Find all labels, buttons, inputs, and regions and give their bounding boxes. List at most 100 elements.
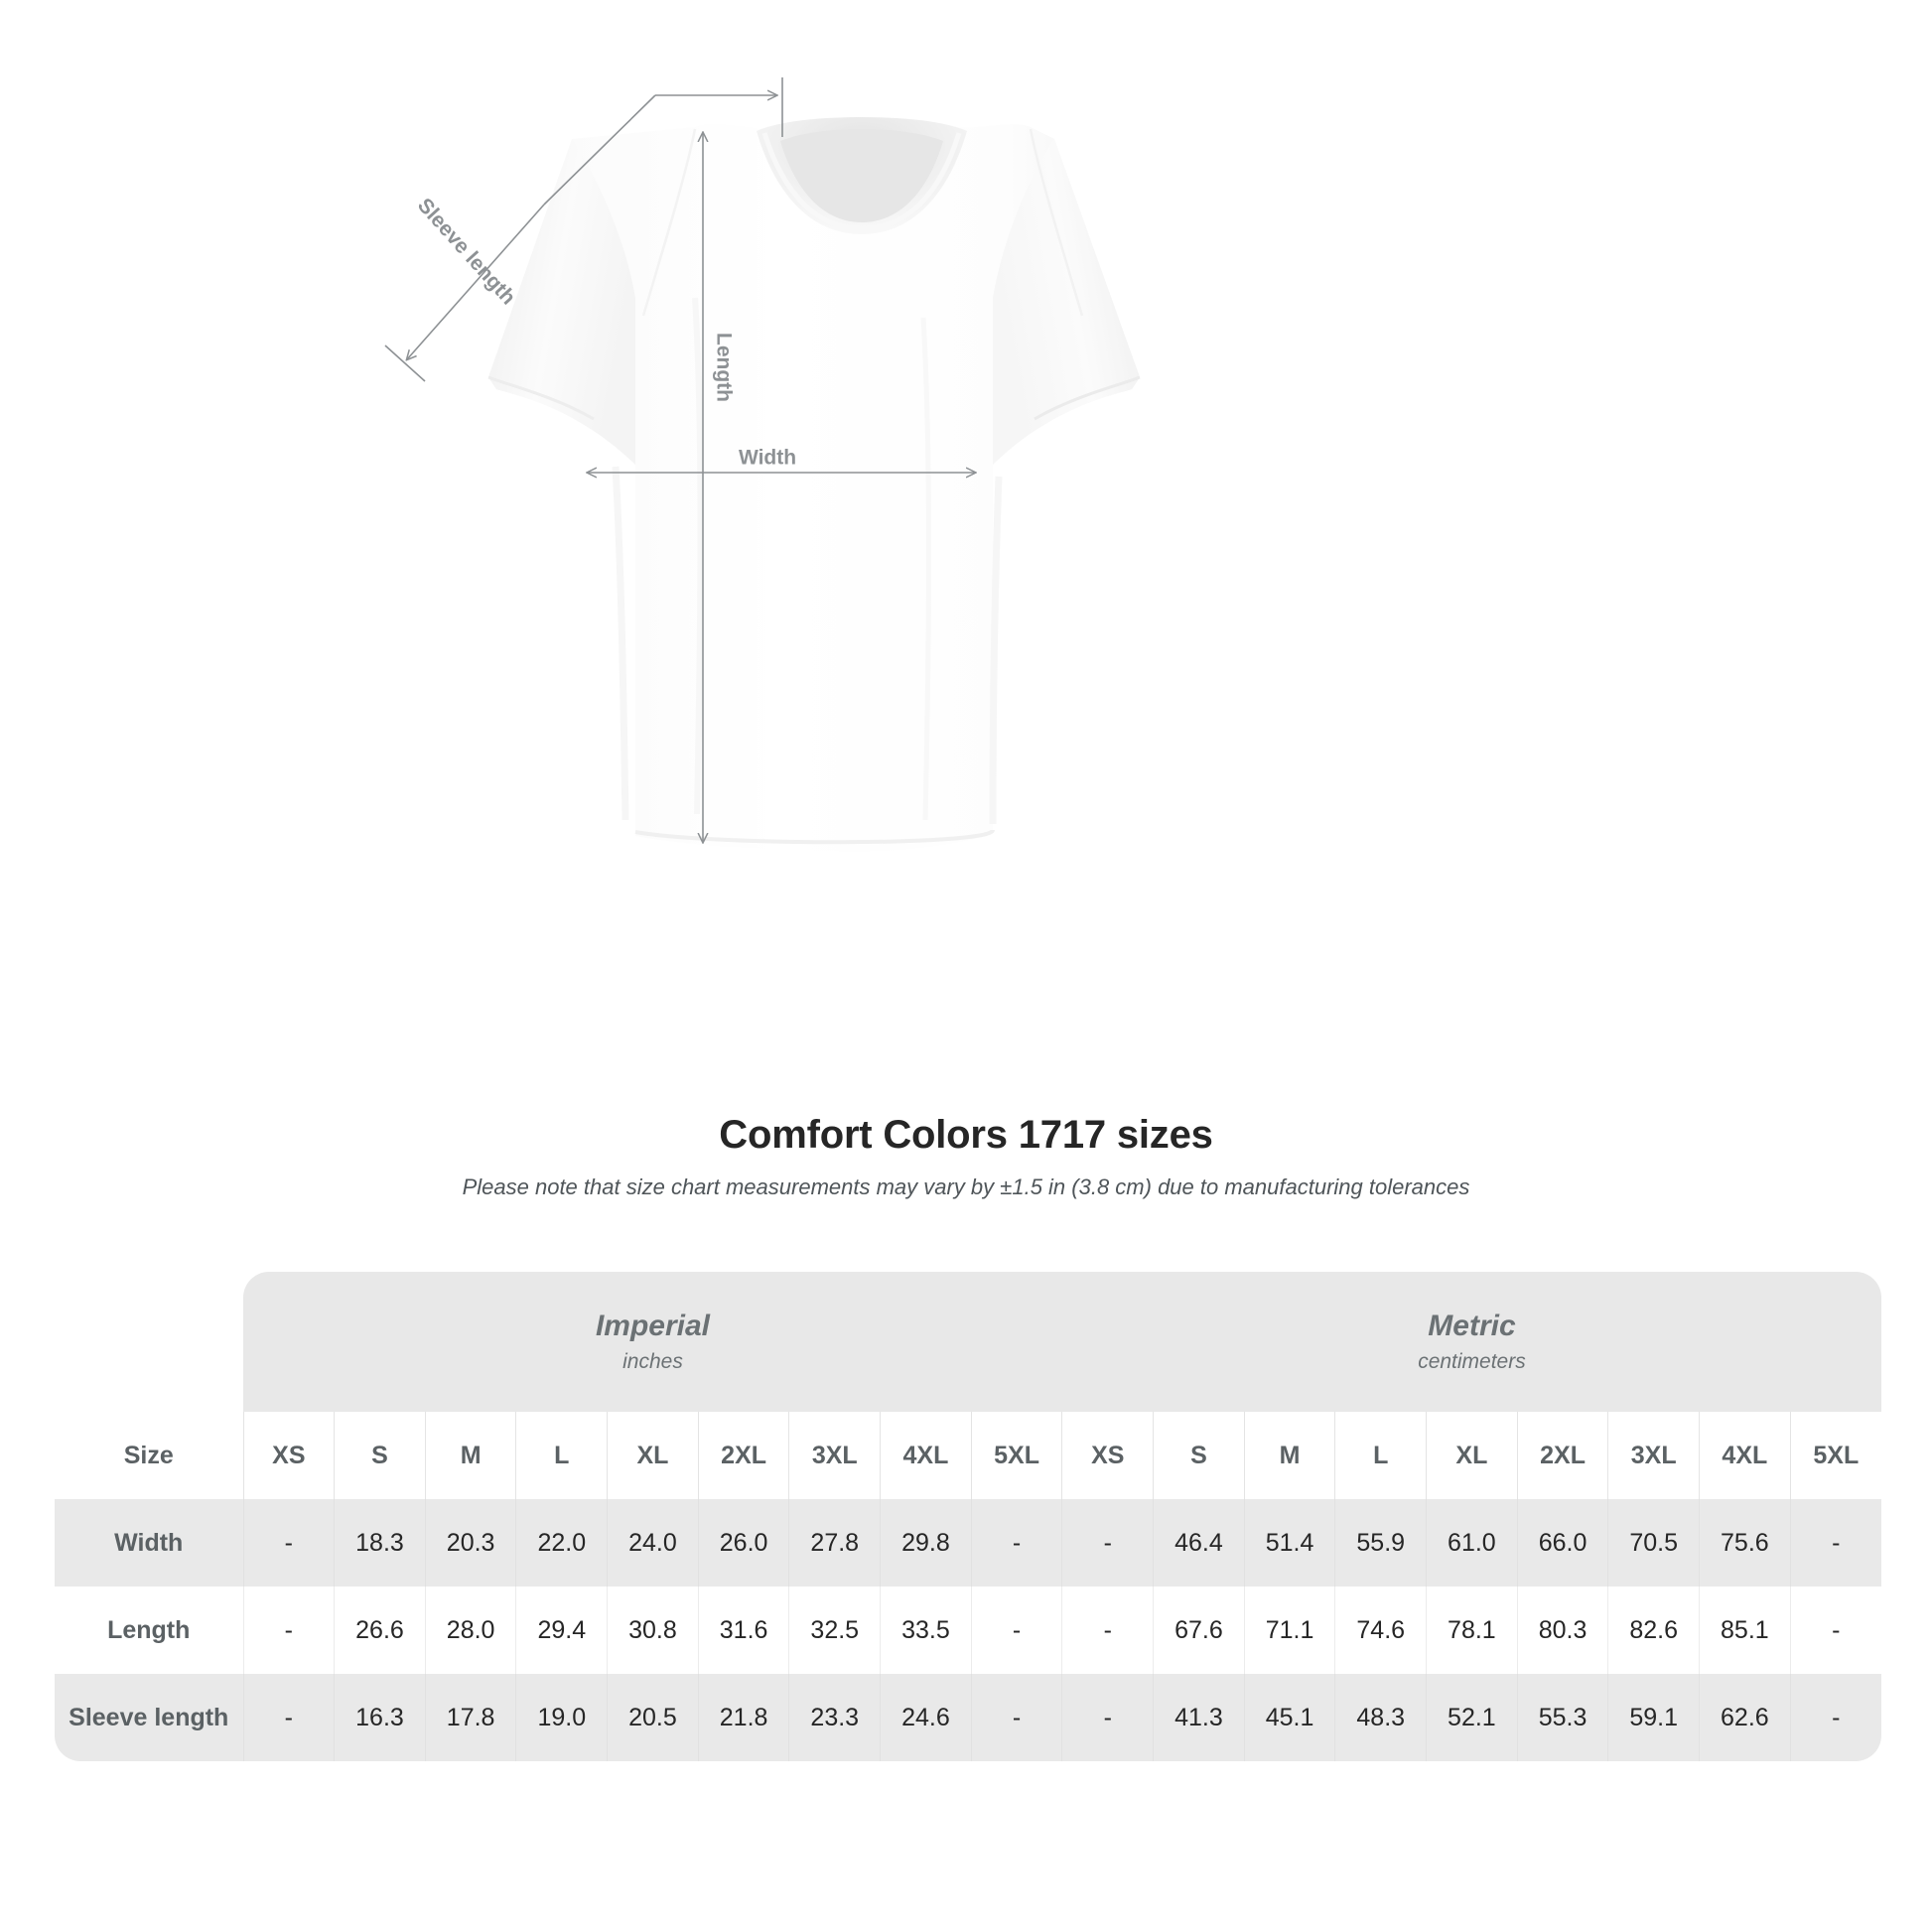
measurement-annotations: [384, 77, 975, 842]
cell-sleeve-length-imperial-5xl: -: [970, 1674, 1062, 1761]
cell-width-imperial-s: 18.3: [334, 1499, 426, 1587]
cell-width-imperial-xl: 24.0: [607, 1499, 699, 1587]
unit-name: Imperial: [595, 1310, 710, 1343]
size-column-header-l: L: [1334, 1412, 1427, 1499]
cell-sleeve-length-imperial-4xl: 24.6: [880, 1674, 972, 1761]
size-column-header-xs: XS: [1061, 1412, 1154, 1499]
cell-width-imperial-m: 20.3: [424, 1499, 516, 1587]
length-label: Length: [712, 333, 735, 402]
cell-width-imperial-l: 22.0: [515, 1499, 608, 1587]
cell-sleeve-length-imperial-2xl: 21.8: [697, 1674, 789, 1761]
cell-width-imperial-4xl: 29.8: [880, 1499, 972, 1587]
cell-sleeve-length-imperial-3xl: 23.3: [788, 1674, 881, 1761]
table-row: Sleeve length -16.3 17.8 19.0 20.5 21.8 23.3 24…: [55, 1674, 1881, 1761]
unit-name: Metric: [1428, 1310, 1516, 1343]
size-column-header-2xl: 2XL: [697, 1412, 789, 1499]
sleeve-length-annotation: [384, 77, 783, 382]
cell-sleeve-length-metric-s: 41.3: [1153, 1674, 1245, 1761]
cell-width-metric-l: 55.9: [1334, 1499, 1427, 1587]
row-header-width: Width: [55, 1499, 243, 1587]
size-column-header-5xl: 5XL: [1789, 1412, 1881, 1499]
cell-sleeve-length-metric-xl: 52.1: [1426, 1674, 1518, 1761]
cell-length-metric-xl: 78.1: [1426, 1587, 1518, 1674]
column-header-size: Size: [55, 1412, 243, 1499]
cell-length-metric-3xl: 82.6: [1607, 1587, 1700, 1674]
unit-band-spacer: [55, 1272, 243, 1412]
size-column-header-l: L: [515, 1412, 608, 1499]
cell-length-imperial-3xl: 32.5: [788, 1587, 881, 1674]
cell-length-imperial-xs: -: [242, 1587, 335, 1674]
size-column-header-s: S: [334, 1412, 426, 1499]
cell-length-metric-2xl: 80.3: [1516, 1587, 1608, 1674]
page-title: Comfort Colors 1717 sizes: [719, 1113, 1213, 1157]
tshirt-illustration: Sleeve length Length Width: [384, 77, 1141, 852]
cell-width-imperial-xs: -: [242, 1499, 335, 1587]
cell-sleeve-length-metric-l: 48.3: [1334, 1674, 1427, 1761]
size-column-header-xs: XS: [242, 1412, 335, 1499]
unit-header-metric: Metric centimeters: [1061, 1272, 1881, 1412]
size-column-header-m: M: [424, 1412, 516, 1499]
cell-width-metric-4xl: 75.6: [1699, 1499, 1791, 1587]
cell-length-metric-l: 74.6: [1334, 1587, 1427, 1674]
cell-length-imperial-2xl: 31.6: [697, 1587, 789, 1674]
unit-subtitle: centimeters: [1418, 1349, 1526, 1373]
cell-length-metric-m: 71.1: [1243, 1587, 1335, 1674]
row-header-sleeve-length: Sleeve length: [55, 1674, 243, 1761]
size-column-header-4xl: 4XL: [880, 1412, 972, 1499]
size-chart-table: Imperial inches Metric centimeters Size XS S M L…: [55, 1272, 1881, 1761]
width-label: Width: [739, 447, 796, 470]
cell-sleeve-length-imperial-s: 16.3: [334, 1674, 426, 1761]
cell-sleeve-length-metric-5xl: -: [1789, 1674, 1881, 1761]
table-row: Length -26.6 28.0 29.4 30.8 31.6 32.5 33.5- -67.…: [55, 1587, 1881, 1674]
size-column-header-m: M: [1243, 1412, 1335, 1499]
title-block: Comfort Colors 1717 sizes Please note th…: [0, 1110, 1932, 1202]
cell-length-imperial-m: 28.0: [424, 1587, 516, 1674]
cell-sleeve-length-metric-4xl: 62.6: [1699, 1674, 1791, 1761]
size-column-header-4xl: 4XL: [1699, 1412, 1791, 1499]
tshirt-graphic: [487, 117, 1141, 852]
size-column-header-3xl: 3XL: [788, 1412, 881, 1499]
cell-width-imperial-3xl: 27.8: [788, 1499, 881, 1587]
size-column-header-5xl: 5XL: [970, 1412, 1062, 1499]
row-header-length: Length: [55, 1587, 243, 1674]
cell-width-imperial-5xl: -: [970, 1499, 1062, 1587]
tolerance-note: Please note that size chart measurements…: [462, 1174, 1470, 1199]
cell-length-metric-4xl: 85.1: [1699, 1587, 1791, 1674]
size-chart-table-wrapper: Imperial inches Metric centimeters Size XS S M L…: [55, 1272, 1881, 1761]
cell-sleeve-length-metric-3xl: 59.1: [1607, 1674, 1700, 1761]
cell-length-imperial-l: 29.4: [515, 1587, 608, 1674]
cell-length-metric-xs: -: [1061, 1587, 1154, 1674]
cell-sleeve-length-metric-m: 45.1: [1243, 1674, 1335, 1761]
cell-width-metric-m: 51.4: [1243, 1499, 1335, 1587]
size-header-row: Size XS S M L XL 2XL 3XL 4XL 5XL XS S M L XL 2XL 3XL 4XL 5…: [55, 1412, 1881, 1499]
size-column-header-s: S: [1153, 1412, 1245, 1499]
cell-length-imperial-xl: 30.8: [607, 1587, 699, 1674]
size-column-header-3xl: 3XL: [1607, 1412, 1700, 1499]
cell-length-metric-5xl: -: [1789, 1587, 1881, 1674]
cell-width-metric-xs: -: [1061, 1499, 1154, 1587]
size-column-header-xl: XL: [607, 1412, 699, 1499]
cell-width-metric-xl: 61.0: [1426, 1499, 1518, 1587]
unit-subtitle: inches: [622, 1349, 683, 1373]
cell-sleeve-length-imperial-xs: -: [242, 1674, 335, 1761]
cell-width-imperial-2xl: 26.0: [697, 1499, 789, 1587]
cell-width-metric-5xl: -: [1789, 1499, 1881, 1587]
cell-length-imperial-4xl: 33.5: [880, 1587, 972, 1674]
cell-width-metric-s: 46.4: [1153, 1499, 1245, 1587]
cell-sleeve-length-imperial-xl: 20.5: [607, 1674, 699, 1761]
cell-sleeve-length-metric-xs: -: [1061, 1674, 1154, 1761]
cell-length-metric-s: 67.6: [1153, 1587, 1245, 1674]
cell-length-imperial-s: 26.6: [334, 1587, 426, 1674]
cell-width-metric-2xl: 66.0: [1516, 1499, 1608, 1587]
size-column-header-xl: XL: [1426, 1412, 1518, 1499]
unit-band-row: Imperial inches Metric centimeters: [55, 1272, 1881, 1412]
table-row: Width -18.3 20.3 22.0 24.0 26.0 27.8 29.8- -46.4…: [55, 1499, 1881, 1587]
cell-sleeve-length-metric-2xl: 55.3: [1516, 1674, 1608, 1761]
cell-width-metric-3xl: 70.5: [1607, 1499, 1700, 1587]
cell-sleeve-length-imperial-m: 17.8: [424, 1674, 516, 1761]
cell-sleeve-length-imperial-l: 19.0: [515, 1674, 608, 1761]
cell-length-imperial-5xl: -: [970, 1587, 1062, 1674]
size-column-header-2xl: 2XL: [1516, 1412, 1608, 1499]
unit-header-imperial: Imperial inches: [243, 1272, 1062, 1412]
